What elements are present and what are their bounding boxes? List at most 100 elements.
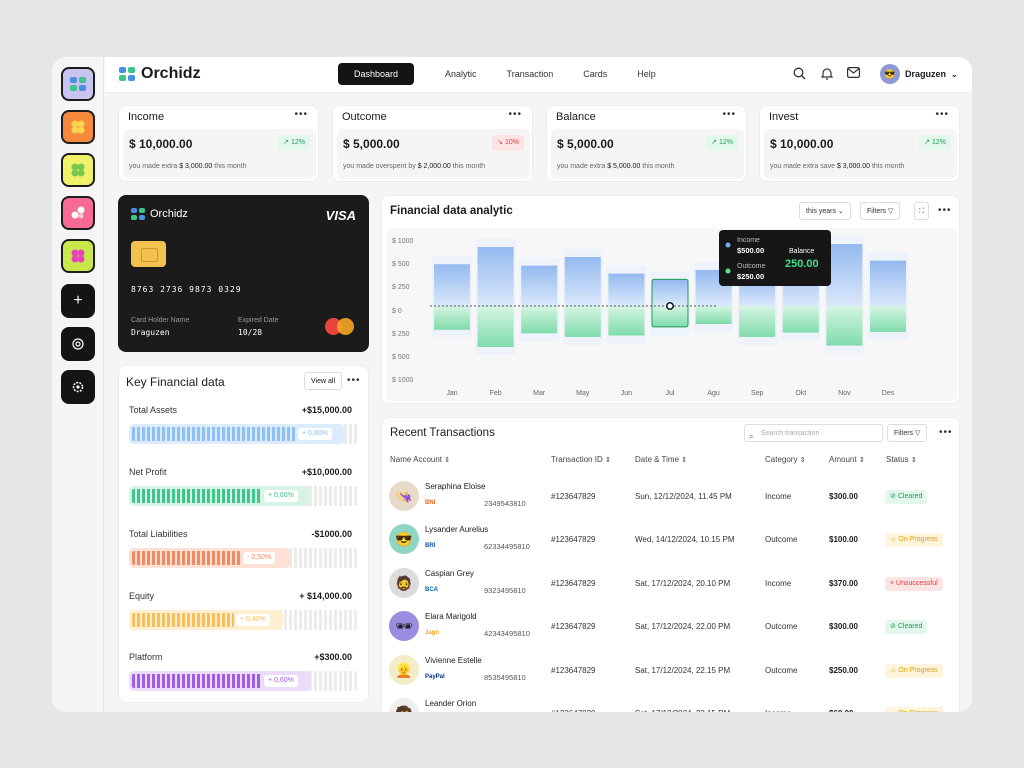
more-icon[interactable]: ••• <box>939 427 953 438</box>
bank-logo: BRI <box>425 543 436 549</box>
bar-outcome-mar <box>521 306 558 334</box>
more-icon[interactable]: ••• <box>935 109 949 120</box>
app-switch-1[interactable] <box>61 67 95 101</box>
stat-card-income: Income ••• $ 10,000.00 ↗ 12% you made ex… <box>118 105 319 182</box>
orchid-logo-icon <box>70 77 86 91</box>
nav-transaction[interactable]: Transaction <box>506 69 554 79</box>
filters-button[interactable]: Filters ▽ <box>887 424 928 442</box>
bar-income-nov <box>826 244 863 306</box>
mail-icon[interactable] <box>847 67 860 78</box>
search-icon[interactable] <box>793 67 806 80</box>
stat-title: Outcome <box>342 111 387 123</box>
tooltip-income-value: $500.00 <box>737 246 764 255</box>
table-row[interactable]: 🧒 Leander Orion #123647829 Sat, 17/12/2024,… <box>386 691 957 712</box>
column-header[interactable]: Date & Time ⇕ <box>635 455 688 464</box>
more-icon[interactable]: ••• <box>294 109 308 120</box>
account-name: Lysander Aurelius <box>425 525 489 534</box>
table-row[interactable]: 👱 Vivienne Estelle PayPal 8535495810 #123647… <box>386 648 957 691</box>
transaction-amount: $300.00 <box>829 622 858 631</box>
app-switch-2[interactable] <box>61 110 95 144</box>
search-transaction-input[interactable]: ⌕ Search transaction <box>744 424 883 442</box>
item-label: Net Profit <box>129 467 167 477</box>
panel-title: Financial data analytic <box>390 205 513 217</box>
filter-icon: ▽ <box>888 208 894 215</box>
column-header[interactable]: Transaction ID ⇕ <box>551 455 611 464</box>
expand-button[interactable]: ⛶ <box>914 202 929 220</box>
user-menu[interactable]: 😎 Draguzen ⌄ <box>880 64 958 84</box>
y-tick-label: $ 0 <box>392 308 402 315</box>
transaction-id: #123647829 <box>551 579 596 588</box>
x-tick-label: Jul <box>666 390 675 397</box>
transaction-amount: $370.00 <box>829 579 858 588</box>
transaction-id: #123647829 <box>551 666 596 675</box>
nav-help[interactable]: Help <box>637 69 656 79</box>
bar-outcome-jun <box>608 306 645 336</box>
trend-badge: ↗ 12% <box>919 135 951 151</box>
percent-pill: + 0,80% <box>298 428 332 440</box>
table-row[interactable]: 😎 Lysander Aurelius BRI 62334495810 #1236478… <box>386 517 957 560</box>
card-holder-label: Card Holder Name <box>131 317 190 324</box>
filters-button[interactable]: Filters ▽ <box>860 202 901 220</box>
column-header[interactable]: Amount ⇕ <box>829 455 865 464</box>
petals-icon <box>71 206 85 219</box>
panel-title: Recent Transactions <box>390 427 495 439</box>
brand[interactable]: Orchidz <box>119 65 201 83</box>
stat-value: $ 10,000.00 <box>770 137 834 151</box>
stat-note: you made overspent by $ 2,000.00 this mo… <box>343 163 486 170</box>
column-header[interactable]: Category ⇕ <box>765 455 806 464</box>
table-row[interactable]: 👒 Seraphina Eloise BNI 2349543810 #123647829… <box>386 474 957 517</box>
app-switch-4[interactable] <box>61 196 95 230</box>
view-all-button[interactable]: View all <box>304 372 342 390</box>
credit-card[interactable]: Orchidz VISA 8763 2736 9873 0329 Card Ho… <box>118 195 369 352</box>
settings-button[interactable] <box>61 370 95 404</box>
table-row[interactable]: 🧔 Caspian Grey BCA 9323495810 #123647829 Sat,… <box>386 561 957 604</box>
filter-icon: ▽ <box>915 430 921 437</box>
card-brand-name: Orchidz <box>150 208 188 220</box>
avatar: 🧒 <box>389 698 419 712</box>
item-label: Total Liabilities <box>129 529 188 539</box>
avatar: 👒 <box>389 481 419 511</box>
tooltip-outcome-label: Outcome <box>737 263 766 270</box>
item-label: Platform <box>129 652 163 662</box>
item-value: + $14,000.00 <box>299 591 352 601</box>
column-header[interactable]: Name Account ⇕ <box>390 455 451 464</box>
nav-cards[interactable]: Cards <box>583 69 608 79</box>
add-app-button[interactable]: + <box>61 284 95 318</box>
transaction-amount: $300.00 <box>829 492 858 501</box>
support-button[interactable] <box>61 327 95 361</box>
nav-dashboard[interactable]: Dashboard <box>338 63 415 85</box>
panel-title: Key Financial data <box>126 375 225 389</box>
stat-note: you made extra $ 3,000.00 this month <box>129 163 247 170</box>
more-icon[interactable]: ••• <box>347 375 361 386</box>
more-icon[interactable]: ••• <box>938 205 952 216</box>
item-label: Total Assets <box>129 405 178 415</box>
status-badge: ☼ On Progress <box>885 533 943 547</box>
nav-analytic[interactable]: Analytic <box>445 69 477 79</box>
period-select[interactable]: this years ⌄ <box>799 202 851 220</box>
top-header: Orchidz Dashboard Analytic Transaction C… <box>105 57 972 93</box>
stat-body: $ 5,000.00 ↗ 12% you made extra $ 5,000.… <box>551 129 744 179</box>
table-row[interactable]: 🕶 Elara Marigold Jago 42343495810 #123647829… <box>386 604 957 647</box>
more-icon[interactable]: ••• <box>722 109 736 120</box>
status-badge: × Unsuccessful <box>885 577 943 591</box>
transaction-date: Sat, 17/12/2024, 22.00 PM <box>635 622 731 631</box>
bar-income-jun <box>608 273 645 306</box>
blossom-icon <box>71 249 85 263</box>
tooltip-income-label: Income <box>737 237 760 244</box>
status-icon: × <box>890 580 895 587</box>
stat-note: you made extra $ 5,000.00 this month <box>557 163 675 170</box>
search-placeholder: Search transaction <box>761 430 820 437</box>
bar-outcome-nov <box>826 306 863 346</box>
app-switch-3[interactable] <box>61 153 95 187</box>
transaction-category: Income <box>765 579 792 588</box>
app-switch-5[interactable] <box>61 239 95 273</box>
user-name: Draguzen <box>905 69 947 79</box>
stat-card-outcome: Outcome ••• $ 5,000.00 ↘ 10% you made ov… <box>332 105 533 182</box>
status-icon: ⊘ <box>890 623 896 630</box>
stat-body: $ 5,000.00 ↘ 10% you made overspent by $… <box>337 129 530 179</box>
more-icon[interactable]: ••• <box>508 109 522 120</box>
column-header[interactable]: Status ⇕ <box>886 455 917 464</box>
bell-icon[interactable] <box>821 67 833 80</box>
account-name: Vivienne Estelle <box>425 656 482 665</box>
card-holder: Draguzen <box>131 328 170 337</box>
